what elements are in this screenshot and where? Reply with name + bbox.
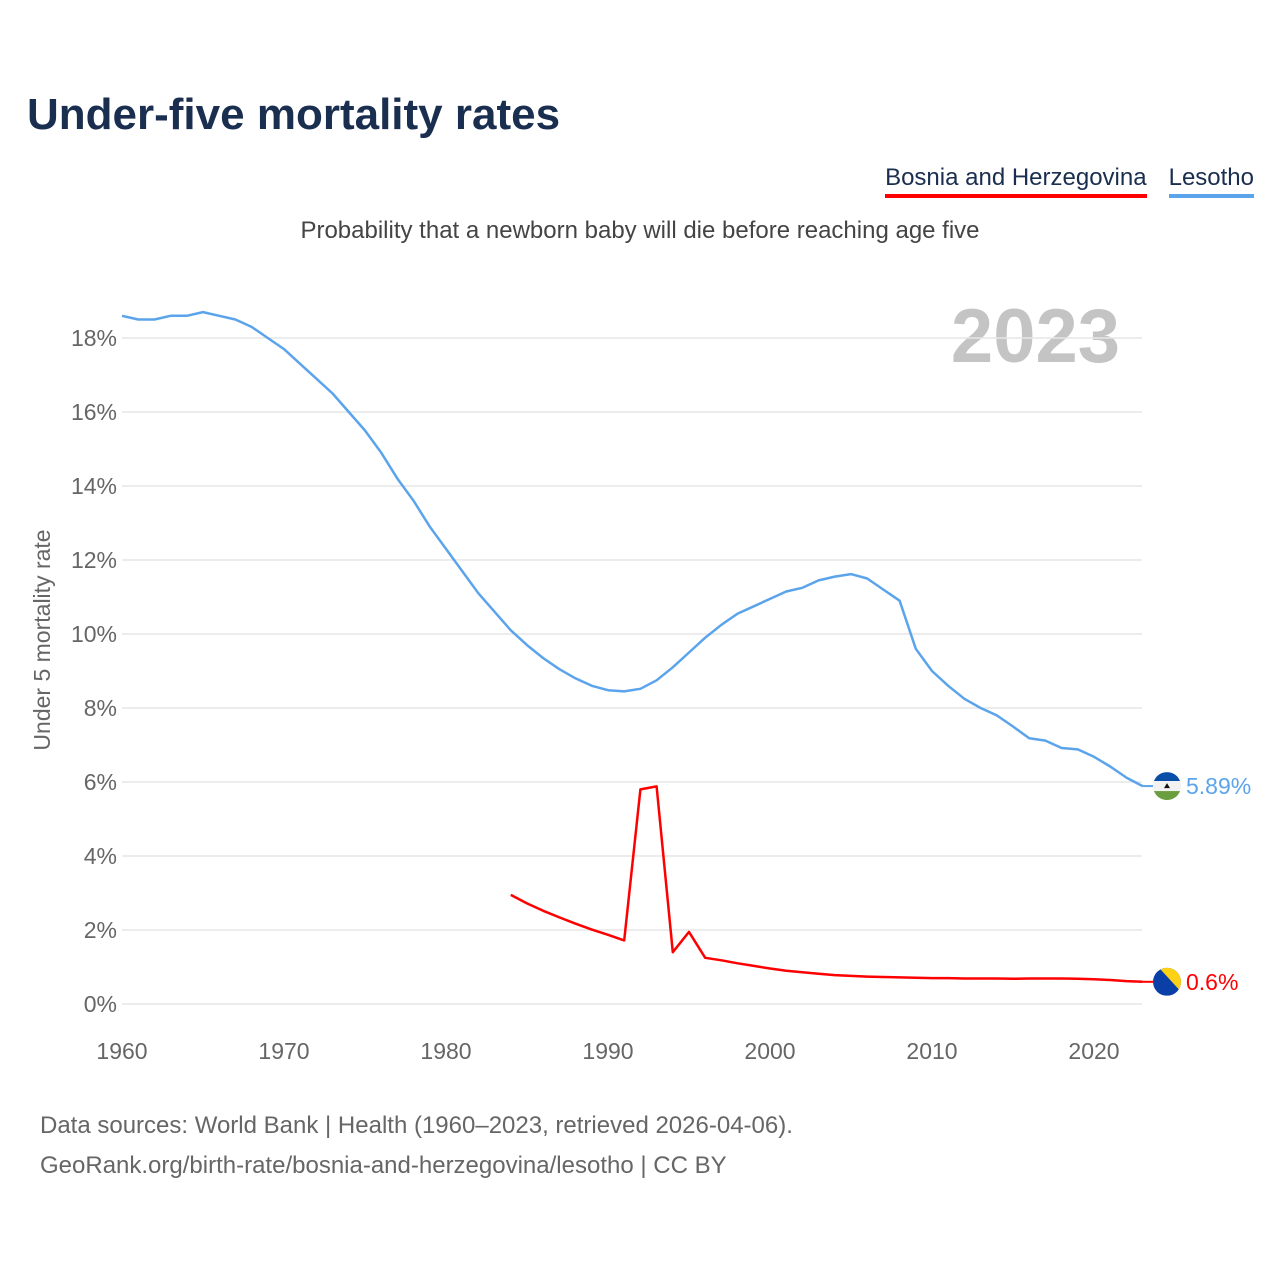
x-tick-label: 2000	[744, 1038, 795, 1064]
end-value-label: 0.6%	[1186, 969, 1238, 995]
chart-title: Under-five mortality rates	[27, 90, 561, 139]
legend-bosnia[interactable]: Bosnia and Herzegovina	[885, 164, 1147, 198]
x-tick-label: 1960	[96, 1038, 147, 1064]
end-value-label: 5.89%	[1186, 773, 1251, 799]
lesotho-flag-icon	[1153, 772, 1181, 801]
footer: Data sources: World Bank | Health (1960–…	[40, 1106, 793, 1186]
y-tick-label: 0%	[84, 991, 117, 1017]
y-tick-label: 14%	[71, 473, 117, 499]
series-line-bosnia	[510, 785, 1143, 984]
x-tick-label: 1970	[258, 1038, 309, 1064]
x-tick-label: 1990	[582, 1038, 633, 1064]
legend: Bosnia and Herzegovina Lesotho	[885, 164, 1254, 198]
chart-subtitle: Probability that a newborn baby will die…	[300, 217, 980, 244]
y-tick-label: 18%	[71, 325, 117, 351]
legend-lesotho[interactable]: Lesotho	[1168, 164, 1254, 198]
y-axis-label: Under 5 mortality rate	[29, 529, 55, 750]
y-tick-label: 10%	[71, 621, 117, 647]
bosnia-flag-icon	[1153, 967, 1181, 996]
y-tick-label: 16%	[71, 399, 117, 425]
y-tick-label: 12%	[71, 547, 117, 573]
series-line-lesotho	[121, 310, 1144, 788]
source-text: Data sources: World Bank | Health (1960–…	[40, 1112, 793, 1139]
x-tick-label: 1980	[420, 1038, 471, 1064]
x-tick-label: 2020	[1068, 1038, 1119, 1064]
x-tick-label: 2010	[906, 1038, 957, 1064]
y-tick-label: 2%	[84, 917, 117, 943]
year-label: 2023	[951, 294, 1120, 379]
y-tick-label: 6%	[84, 769, 117, 795]
y-tick-label: 8%	[84, 695, 117, 721]
y-tick-label: 4%	[84, 843, 117, 869]
source-link[interactable]: GeoRank.org/birth-rate/bosnia-and-herzeg…	[40, 1152, 727, 1179]
